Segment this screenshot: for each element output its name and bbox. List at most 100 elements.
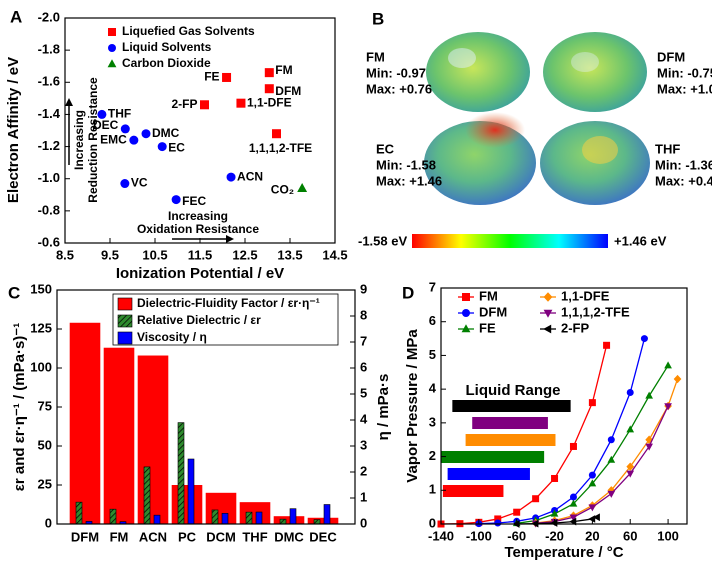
bar <box>76 502 82 524</box>
legend-label: Liquefied Gas Solvents <box>122 24 255 38</box>
marker <box>158 142 167 151</box>
bar <box>280 519 286 524</box>
y-tick-label: -0.8 <box>38 202 60 217</box>
arrowhead <box>226 235 234 243</box>
molecule-min: Min: -0.75 <box>657 65 712 80</box>
x-tick-label: 100 <box>657 528 679 543</box>
marker <box>172 195 181 204</box>
legend-swatch <box>118 298 132 310</box>
point-label: FEC <box>182 194 206 208</box>
legend-label: 1,1-DFE <box>561 288 610 303</box>
y-tick-label: 3 <box>429 414 436 429</box>
y-axis-label: εr and εr·η⁻¹ / (mPa·s)⁻¹ <box>11 323 28 491</box>
marker <box>589 504 597 511</box>
colorbar-min-label: -1.58 eV <box>358 233 407 248</box>
bar <box>178 423 184 524</box>
legend-marker <box>544 292 553 302</box>
liquid-range-bar <box>443 485 504 497</box>
point-label: ACN <box>237 169 263 183</box>
esp-map-fm <box>426 32 530 112</box>
marker <box>589 399 596 406</box>
y-tick-label: 5 <box>429 347 436 362</box>
y-tick-label: 2 <box>360 463 367 478</box>
bar <box>206 493 237 524</box>
colorbar <box>412 234 608 248</box>
legend-marker <box>462 324 471 332</box>
y-tick-label: 7 <box>429 279 436 294</box>
x-tick-label: 20 <box>585 528 599 543</box>
marker <box>607 491 615 498</box>
marker <box>664 361 672 368</box>
y-tick-label: 6 <box>429 313 436 328</box>
annotation: Increasing <box>168 209 228 223</box>
molecule-max: Max: +0.41 <box>655 173 712 188</box>
marker <box>588 515 595 523</box>
marker <box>142 129 151 138</box>
legend-marker <box>108 28 116 36</box>
marker <box>120 179 129 188</box>
x-tick-label: FM <box>110 529 129 544</box>
y-tick-label: 75 <box>38 398 52 413</box>
legend-marker <box>543 325 551 334</box>
molecule-max: Max: +1.00 <box>657 81 712 96</box>
marker <box>236 99 245 108</box>
y-tick-label: -2.0 <box>38 9 60 24</box>
bar <box>246 512 252 524</box>
legend-label: DFM <box>479 304 507 319</box>
y-tick-label: -1.0 <box>38 170 60 185</box>
legend-label: FE <box>479 320 496 335</box>
colorbar-max-label: +1.46 eV <box>614 233 667 248</box>
y-tick-label: 1 <box>360 489 367 504</box>
legend-marker <box>108 44 116 52</box>
bar <box>222 513 228 524</box>
bar <box>212 510 218 524</box>
bar <box>240 502 271 524</box>
annotation: Oxidation Resistance <box>137 222 259 236</box>
x-tick-label: 12.5 <box>232 247 257 262</box>
molecule-min: Min: -1.58 <box>376 157 436 172</box>
marker <box>627 389 634 396</box>
molecule-max: Max: +0.76 <box>366 81 432 96</box>
legend-label: Carbon Dioxide <box>122 56 211 70</box>
marker <box>532 495 539 502</box>
x-axis-label: Ionization Potential / eV <box>116 265 284 282</box>
legend-marker <box>544 310 553 318</box>
x-tick-label: DCM <box>206 529 236 544</box>
legend-label: Dielectric-Fluidity Factor / εr·η⁻¹ <box>137 296 320 310</box>
esp-map-ec <box>424 112 536 205</box>
molecule-name: DFM <box>657 49 685 64</box>
bar <box>324 505 330 525</box>
legend-label: Liquid Solvents <box>122 40 212 54</box>
legend-swatch <box>118 315 132 327</box>
legend-swatch <box>118 332 132 344</box>
marker <box>641 335 648 342</box>
panel-label: A <box>10 7 22 26</box>
figure: A B C D -1.58 eV +1.46 eV -2.0-1.8-1.6-1… <box>0 0 712 561</box>
point-label: EMC <box>100 132 127 146</box>
liquid-range-bar <box>472 417 548 429</box>
y-tick-label: 25 <box>38 476 52 491</box>
arrowhead <box>65 98 73 106</box>
bar <box>110 509 116 524</box>
y-tick-label: -1.8 <box>38 42 60 57</box>
point-label: 2-FP <box>171 97 197 111</box>
x-axis-label: Temperature / °C <box>504 544 623 561</box>
molecule-name: FM <box>366 49 385 64</box>
y-axis-label: Vapor Pressure / MPa <box>404 329 421 483</box>
bar <box>70 323 101 524</box>
esp-map-dfm <box>543 32 647 112</box>
bar <box>290 509 296 524</box>
point-label: 1,1,1,2-TFE <box>249 141 312 155</box>
molecule-max: Max: +1.46 <box>376 173 442 188</box>
marker <box>551 475 558 482</box>
x-tick-label: DFM <box>71 529 99 544</box>
molecule-min: Min: -1.36 <box>655 157 712 172</box>
marker <box>272 129 281 138</box>
point-label: DMC <box>152 126 180 140</box>
marker <box>265 84 274 93</box>
point-label: EC <box>168 141 185 155</box>
marker <box>603 342 610 349</box>
x-tick-label: DMC <box>274 529 304 544</box>
y-tick-label: 4 <box>360 411 368 426</box>
y-tick-label: 8 <box>360 307 367 322</box>
